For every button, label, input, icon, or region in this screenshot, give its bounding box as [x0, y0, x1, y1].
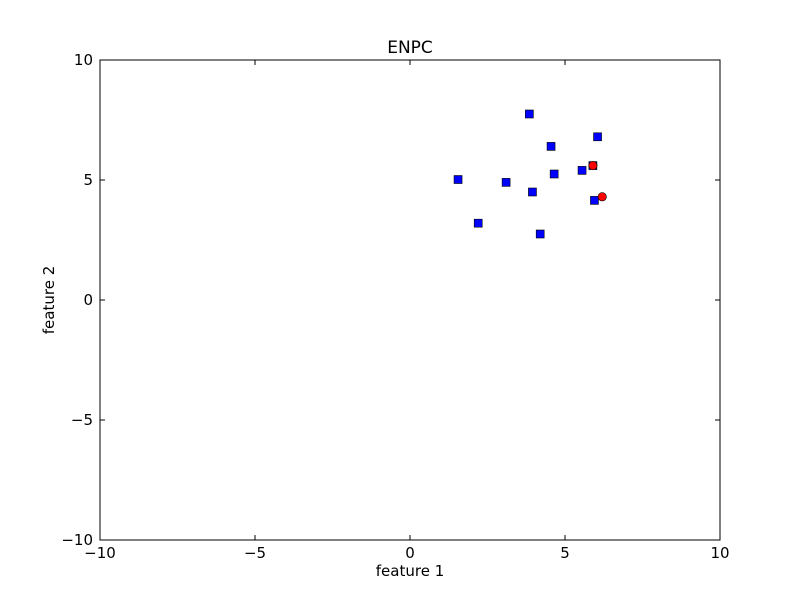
x-tick-label: 5 — [560, 544, 570, 562]
data-points — [453, 109, 607, 239]
data-point-square — [525, 109, 534, 119]
axis-ticks — [99, 59, 721, 541]
data-point-square — [577, 166, 587, 175]
y-tick-label: −5 — [71, 411, 93, 429]
data-point-circle — [597, 192, 607, 202]
data-point-square — [546, 142, 556, 151]
tick-labels: −10 −5 0 5 10 −10 −5 0 5 10 — [61, 51, 729, 562]
data-point-square — [590, 196, 599, 205]
data-point-square — [528, 187, 537, 197]
x-tick-label: −10 — [84, 544, 116, 562]
x-tick-label: 0 — [405, 544, 415, 562]
data-point-square — [501, 178, 511, 187]
chart-title: ENPC — [387, 38, 433, 58]
data-point-square — [453, 175, 463, 184]
x-tick-label: 10 — [710, 544, 729, 562]
x-axis-label: feature 1 — [376, 562, 444, 580]
y-tick-label: 5 — [83, 171, 93, 189]
data-point-square — [473, 218, 483, 228]
y-axis-label: feature 2 — [40, 266, 58, 334]
y-tick-label: 0 — [83, 291, 93, 309]
x-tick-label: −5 — [244, 544, 266, 562]
plot-area — [99, 59, 721, 541]
data-point-circle — [588, 161, 598, 171]
data-point-square — [549, 169, 559, 179]
y-tick-label: 10 — [74, 51, 93, 69]
y-tick-label: −10 — [61, 531, 93, 549]
data-point-square — [535, 229, 545, 239]
data-point-square — [593, 132, 602, 142]
